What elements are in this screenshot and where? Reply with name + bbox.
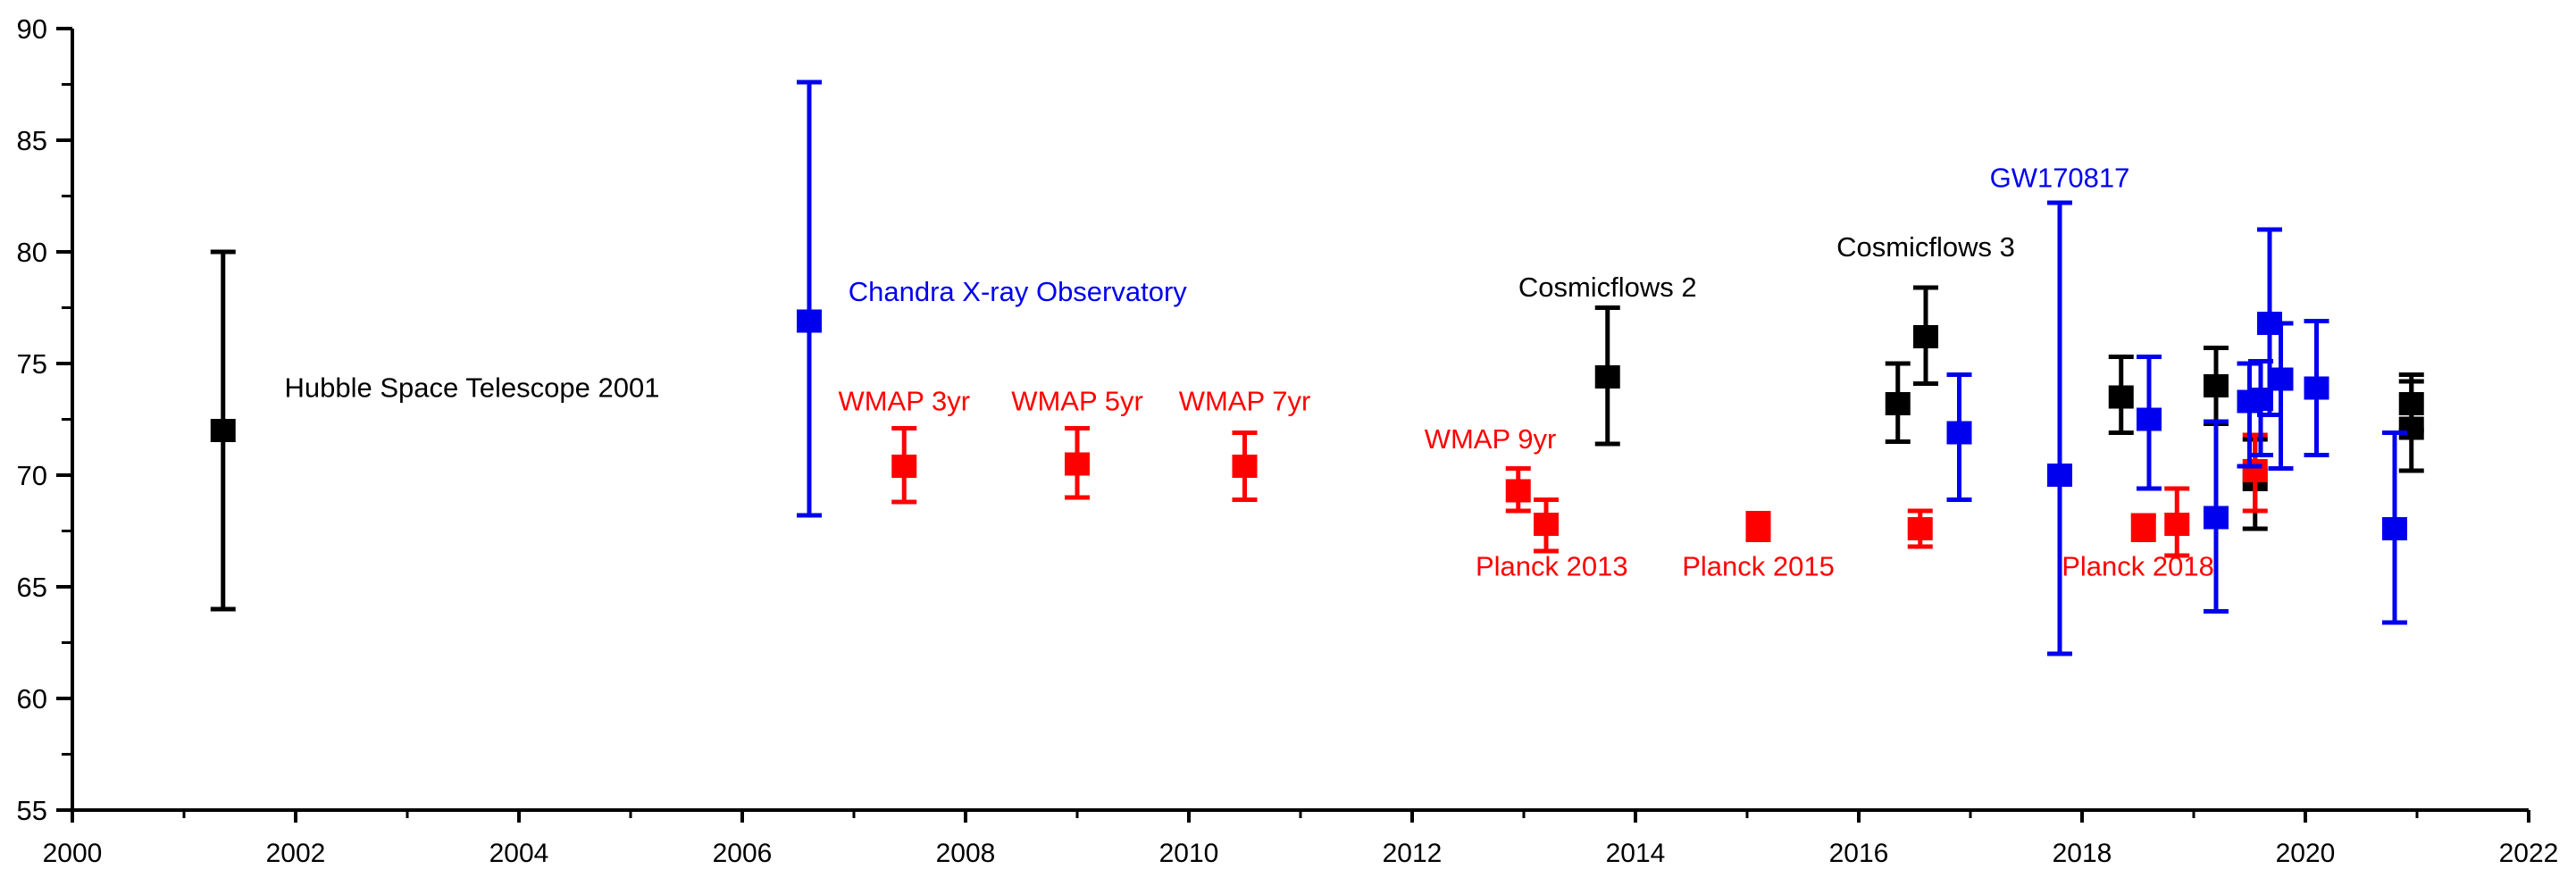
ann-chandra: Chandra X-ray Observatory bbox=[849, 276, 1188, 307]
data-marker-square bbox=[1505, 479, 1531, 503]
data-point-planck2018[interactable] bbox=[2130, 513, 2156, 542]
data-marker-square bbox=[2242, 459, 2268, 482]
ann-wmap5: WMAP 5yr bbox=[1011, 386, 1143, 417]
data-point-cf3a[interactable] bbox=[1885, 361, 1911, 444]
data-marker-square bbox=[1594, 365, 1620, 389]
data-marker-square bbox=[2304, 376, 2329, 400]
data-marker-square bbox=[210, 419, 236, 442]
x-axis-tick-labels: 2000 2002 2004 2006 2008 2010 2012 2014 2016 2018… bbox=[43, 839, 2559, 868]
y-tick-label: 55 bbox=[17, 795, 47, 826]
data-point-wmap7yr[interactable] bbox=[1232, 430, 1258, 502]
data-point-red2016[interactable] bbox=[1907, 508, 1933, 549]
data-marker-square bbox=[2047, 464, 2072, 487]
series-blue-measurements bbox=[797, 79, 2407, 656]
x-tick-label: 2002 bbox=[266, 839, 326, 868]
data-point-blue2019a[interactable] bbox=[2204, 419, 2229, 614]
data-point-gw170817[interactable] bbox=[2047, 200, 2072, 656]
data-point-black2018[interactable] bbox=[2108, 355, 2134, 435]
data-marker-square bbox=[2204, 506, 2229, 530]
y-tick-label: 90 bbox=[17, 13, 47, 45]
y-axis-tick-labels: 55 60 65 70 75 80 85 90 bbox=[17, 13, 47, 826]
data-point-cosmicflows3[interactable] bbox=[1913, 285, 1938, 386]
data-point-red2018b[interactable] bbox=[2164, 486, 2190, 558]
y-tick-label: 75 bbox=[17, 348, 47, 380]
data-point-blue2021[interactable] bbox=[2382, 430, 2407, 625]
data-point-wmap3yr[interactable] bbox=[891, 426, 917, 505]
x-tick-label: 2018 bbox=[2053, 839, 2112, 868]
data-marker-square bbox=[1232, 455, 1258, 478]
y-tick-label: 60 bbox=[17, 683, 47, 715]
data-marker-square bbox=[1907, 517, 1933, 540]
series-red-cmb-measurements bbox=[891, 426, 2268, 558]
data-marker-square bbox=[2382, 517, 2407, 540]
y-axis-ticks bbox=[56, 27, 72, 812]
ann-gw170817: GW170817 bbox=[1990, 163, 2130, 194]
data-marker-square bbox=[2108, 385, 2134, 409]
data-marker-square bbox=[797, 309, 822, 333]
y-tick-label: 80 bbox=[17, 237, 47, 268]
ann-cosmicflows3: Cosmicflows 3 bbox=[1836, 231, 2015, 263]
x-tick-label: 2004 bbox=[489, 839, 549, 868]
data-marker-square bbox=[2268, 367, 2294, 391]
x-tick-label: 2010 bbox=[1159, 839, 1219, 868]
data-point-wmap5yr[interactable] bbox=[1065, 426, 1090, 500]
data-marker-square bbox=[2398, 416, 2424, 440]
data-point-black2021b[interactable] bbox=[2398, 379, 2424, 473]
data-point-blue2019e[interactable] bbox=[2268, 321, 2294, 471]
ann-planck2015: Planck 2015 bbox=[1682, 551, 1835, 582]
data-marker-square bbox=[1534, 513, 1559, 536]
data-point-planck2013[interactable] bbox=[1534, 497, 1559, 554]
ann-cosmicflows2: Cosmicflows 2 bbox=[1518, 272, 1697, 303]
data-marker-square bbox=[2130, 514, 2156, 539]
x-tick-label: 2014 bbox=[1606, 839, 1666, 868]
y-tick-label: 65 bbox=[17, 572, 47, 603]
x-tick-label: 2006 bbox=[713, 839, 773, 868]
data-series-group bbox=[210, 79, 2424, 656]
x-tick-label: 2020 bbox=[2276, 839, 2336, 868]
data-point-planck2015[interactable] bbox=[1745, 511, 1771, 542]
data-point-blue2018[interactable] bbox=[2137, 355, 2162, 491]
data-marker-square bbox=[1946, 421, 1972, 445]
y-tick-label: 70 bbox=[17, 460, 47, 491]
series-black-measurements bbox=[210, 249, 2424, 612]
x-tick-label: 2022 bbox=[2499, 839, 2559, 868]
x-tick-label: 2000 bbox=[43, 839, 103, 868]
ann-planck2013: Planck 2013 bbox=[1476, 551, 1628, 582]
data-marker-square bbox=[2137, 407, 2162, 431]
data-marker-square bbox=[1913, 325, 1938, 348]
annotation-labels: Hubble Space Telescope 2001 Chandra X-ray… bbox=[285, 163, 2214, 582]
ann-wmap9: WMAP 9yr bbox=[1425, 423, 1557, 455]
x-axis-ticks bbox=[71, 810, 2530, 823]
data-marker-square bbox=[2164, 513, 2190, 536]
data-marker-square bbox=[891, 455, 917, 478]
data-point-blue2020[interactable] bbox=[2304, 319, 2329, 457]
data-marker-square bbox=[1885, 392, 1911, 415]
data-point-red2019[interactable] bbox=[2242, 432, 2268, 514]
data-point-chandra2006[interactable] bbox=[797, 79, 822, 518]
ann-wmap7: WMAP 7yr bbox=[1179, 386, 1311, 417]
ann-hst: Hubble Space Telescope 2001 bbox=[285, 372, 660, 404]
ann-wmap3: WMAP 3yr bbox=[838, 386, 970, 417]
y-tick-label: 85 bbox=[17, 125, 47, 156]
x-tick-label: 2008 bbox=[936, 839, 996, 868]
data-point-blue2016[interactable] bbox=[1946, 372, 1972, 502]
x-tick-label: 2016 bbox=[1829, 839, 1889, 868]
x-tick-label: 2012 bbox=[1383, 839, 1443, 868]
data-point-cosmicflows2[interactable] bbox=[1594, 305, 1620, 447]
data-point-hst2001[interactable] bbox=[210, 249, 236, 612]
ann-planck2018: Planck 2018 bbox=[2062, 551, 2214, 582]
data-point-wmap9yr[interactable] bbox=[1505, 466, 1531, 514]
data-marker-square bbox=[2204, 374, 2229, 397]
data-marker-square bbox=[1745, 514, 1771, 539]
data-marker-square bbox=[1065, 452, 1090, 476]
